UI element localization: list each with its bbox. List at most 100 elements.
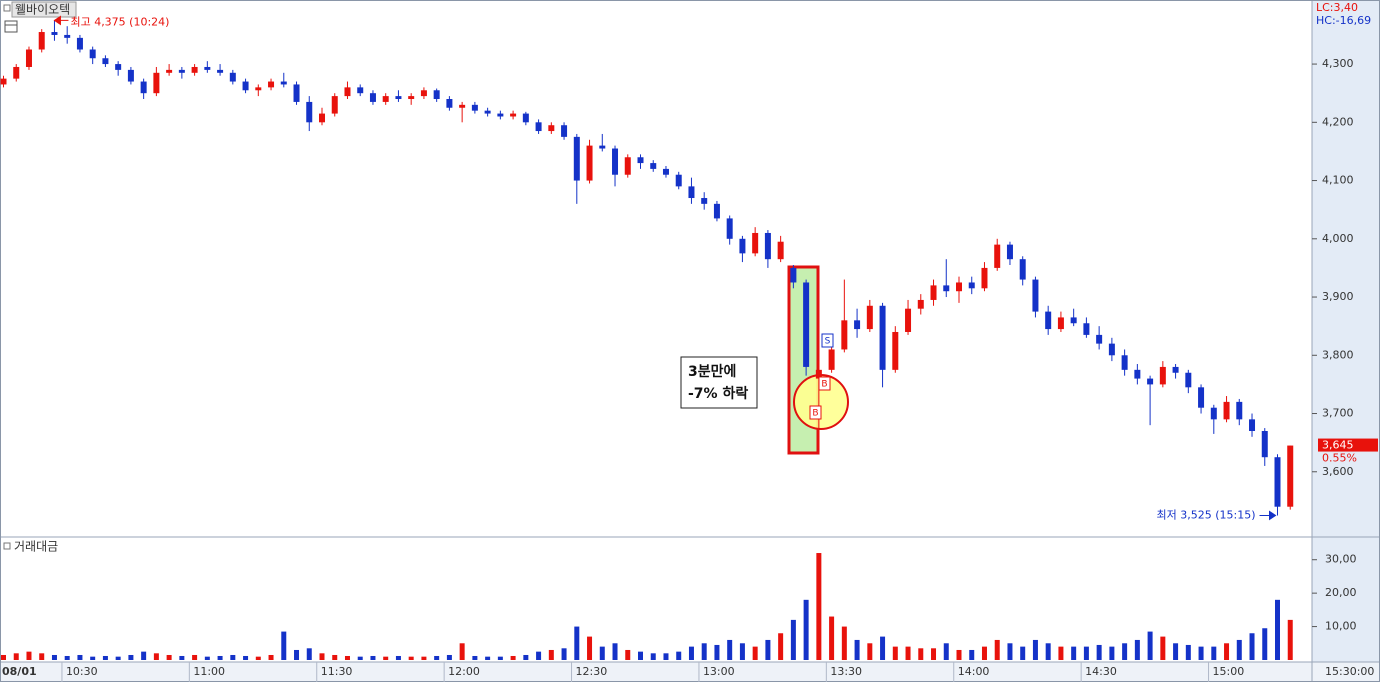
lc-label: LC:3,40 (1316, 1, 1358, 14)
volume-bar (1275, 599, 1280, 660)
volume-bar (485, 656, 491, 660)
volume-bar (77, 654, 83, 660)
candle-body (662, 168, 669, 175)
candle-body (420, 90, 427, 97)
x-tick-label: 10:30 (66, 665, 98, 678)
candle-body (369, 93, 376, 102)
candle-body (650, 163, 657, 169)
volume-bar (1185, 644, 1191, 660)
candle-body (892, 331, 899, 370)
x-tick-label: 13:00 (703, 665, 735, 678)
volume-bar (102, 655, 108, 660)
candle-body (586, 145, 593, 181)
candle-body (1045, 311, 1052, 330)
x-tick-label: 14:30 (1085, 665, 1117, 678)
high-arrow (53, 15, 69, 26)
candle-body (510, 113, 517, 117)
candle-body (917, 299, 924, 309)
candle-body (1159, 366, 1166, 385)
last-price-box (1318, 438, 1378, 452)
y-tick-label: 3,600 (1322, 465, 1354, 478)
candle-body (1198, 387, 1205, 408)
volume-bar (714, 644, 720, 660)
volume-bar (90, 656, 96, 660)
callout-box (680, 356, 758, 409)
candle-body (828, 349, 835, 370)
calendar-icon[interactable] (4, 20, 18, 33)
candle-body (280, 81, 287, 85)
candle-body (905, 308, 912, 332)
volume-bar (931, 648, 937, 660)
volume-bar (255, 656, 261, 660)
volume-bar (217, 655, 223, 660)
volume-bar (841, 626, 847, 660)
volume-bar (1122, 643, 1128, 660)
candle-body (217, 69, 224, 73)
x-axis-bg (0, 662, 1380, 682)
volume-bar (1262, 628, 1268, 660)
volume-bar (383, 656, 389, 660)
candle-body (535, 122, 542, 132)
candle-body (115, 64, 122, 70)
candle-body (777, 241, 784, 260)
volume-bar (599, 646, 605, 660)
volume-bar (281, 631, 287, 660)
volume-bar (39, 653, 45, 660)
volume-bar (523, 654, 529, 660)
candle-body (268, 81, 275, 88)
volume-bar (918, 648, 924, 660)
volume-bar (880, 636, 886, 660)
volume-bar (1211, 646, 1217, 660)
volume-bar (701, 643, 707, 660)
candle-body (153, 72, 160, 94)
candle-body (102, 58, 109, 65)
candle-body (191, 66, 198, 73)
candle-body (1210, 407, 1217, 420)
candle-body (1274, 457, 1281, 507)
candle-body (994, 244, 1001, 268)
candle-body (178, 69, 185, 73)
marker-label: B (821, 380, 827, 390)
volume-bar (612, 643, 618, 660)
candle-body (1134, 369, 1141, 379)
sell-marker (821, 333, 834, 348)
candle-body (484, 110, 491, 114)
low-arrow (1259, 510, 1277, 521)
x-tick-label: 12:00 (448, 665, 480, 678)
marker-label: S (825, 337, 831, 347)
change-label: 0.55% (1322, 452, 1357, 465)
candle-body (166, 69, 173, 73)
candle-body (1147, 378, 1154, 385)
volume-bar (26, 651, 32, 660)
candle-body (382, 96, 389, 102)
candle-body (713, 203, 720, 219)
candle-body (879, 305, 886, 370)
volume-bar (294, 649, 300, 660)
candle-body (408, 96, 415, 100)
panel-icon (3, 542, 11, 550)
volume-bar (778, 633, 784, 660)
volume-bar (141, 651, 147, 660)
volume-bar (1134, 639, 1140, 660)
volume-bar (1, 654, 6, 660)
candle-body (1057, 317, 1064, 330)
candle-body (229, 72, 236, 82)
candle-body (612, 148, 619, 175)
volume-bar (739, 643, 745, 660)
title-tab[interactable] (11, 1, 77, 18)
candle-body (13, 66, 20, 79)
y-tick-label: 20,00 (1325, 586, 1357, 599)
candle-body (89, 49, 96, 59)
volume-bar (1096, 644, 1102, 660)
candle-body (675, 174, 682, 187)
volume-bar (179, 655, 185, 660)
candle-body (25, 49, 32, 67)
volume-bar (752, 646, 758, 660)
candle-body (573, 136, 580, 181)
volume-bar (650, 653, 656, 660)
volume-bar (1160, 636, 1166, 660)
x-tick-label: 12:30 (576, 665, 608, 678)
volume-bar (408, 656, 414, 660)
candle-body (471, 104, 478, 111)
